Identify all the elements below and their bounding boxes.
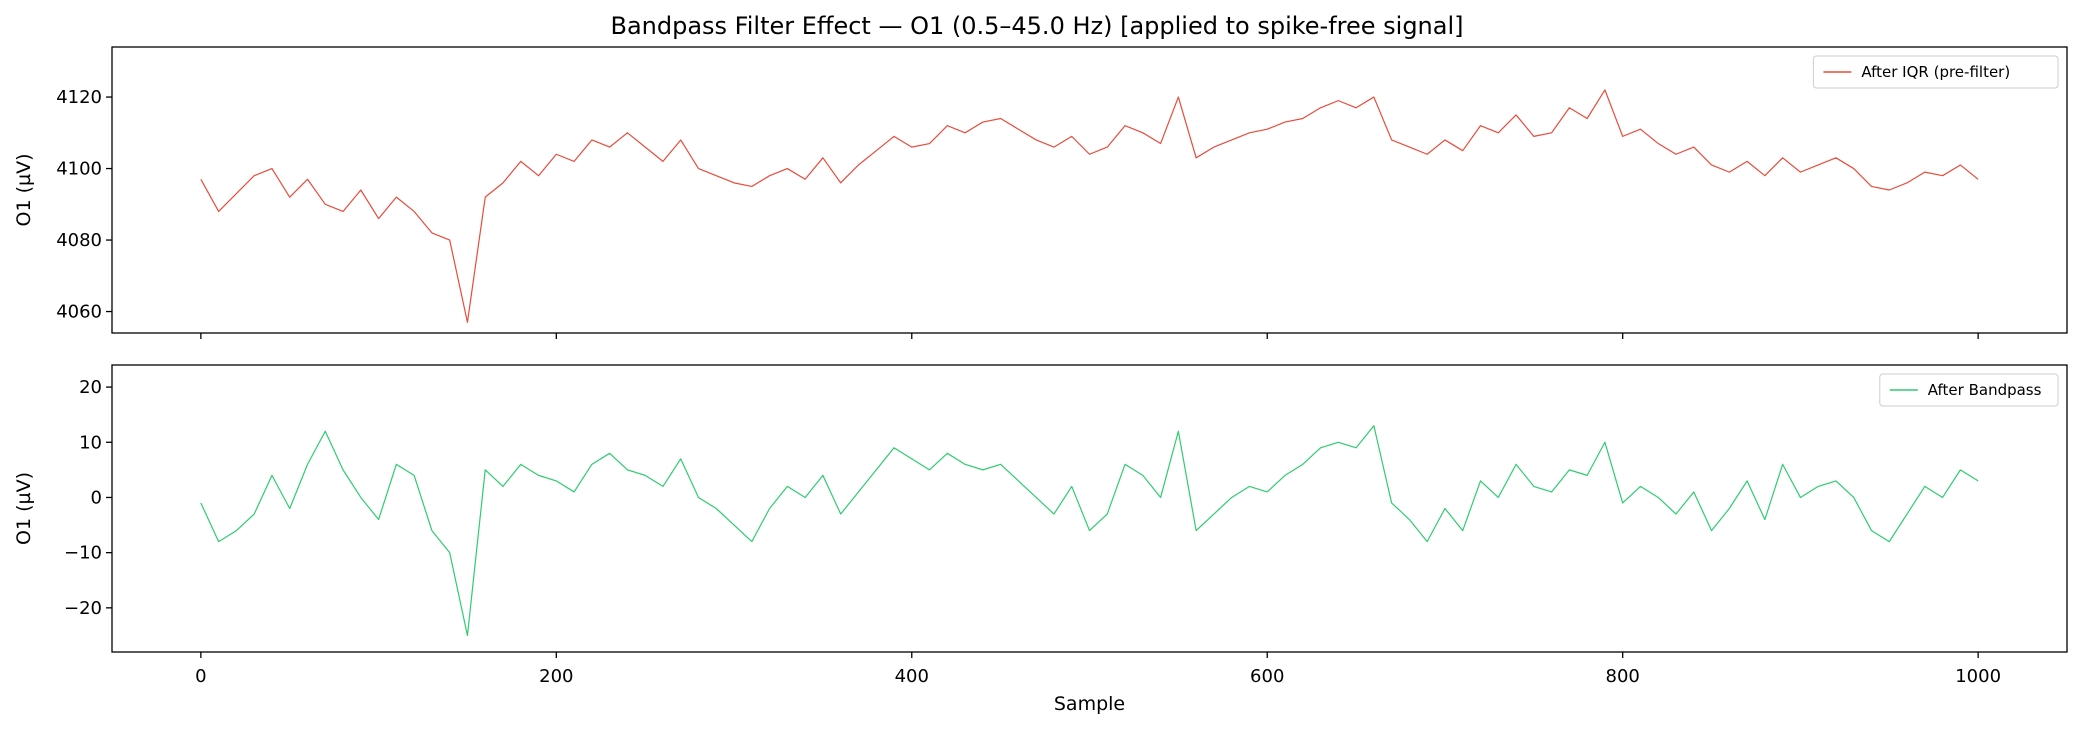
y-tick-label: 10 (79, 432, 102, 453)
legend-label: After IQR (pre-filter) (1861, 63, 2010, 81)
x-tick-label: 1000 (1955, 666, 2001, 687)
x-tick-label: 800 (1606, 666, 1640, 687)
x-axis-label: Sample (1054, 693, 1125, 715)
y-axis-label: O1 (µV) (13, 154, 35, 227)
y-tick-label: 4060 (56, 302, 102, 323)
axes-frame (111, 46, 2068, 334)
y-tick-label: 4080 (56, 230, 102, 251)
y-tick-label: −20 (64, 598, 102, 619)
y-tick-label: 4120 (56, 87, 102, 108)
y-tick-label: 4100 (56, 159, 102, 180)
series-line-0 (200, 425, 1979, 637)
x-tick-label: 0 (195, 666, 206, 687)
legend-box (1879, 373, 2059, 407)
legend: After Bandpass (1879, 373, 2059, 407)
y-axis-label: O1 (µV) (13, 472, 35, 545)
bottom-panel-bandpass: 0 200 400 600 800 1000 −20 −10 0 10 20 O1 (µV) Sampl… (13, 364, 2068, 715)
series-line-0 (200, 89, 1979, 323)
x-tick-label: 600 (1250, 666, 1284, 687)
chart-title: Bandpass Filter Effect — O1 (0.5–45.0 Hz… (610, 12, 1463, 40)
y-tick-label: 0 (91, 487, 102, 508)
x-tick-label: 400 (895, 666, 929, 687)
x-tick-label: 200 (539, 666, 573, 687)
legend-box (1812, 55, 2059, 89)
top-panel-iqr: 4060 4080 4100 4120 O1 (µV) After IQR (pre-fi… (13, 46, 2068, 339)
axes-frame (111, 364, 2068, 653)
legend: After IQR (pre-filter) (1812, 55, 2059, 89)
legend-label: After Bandpass (1928, 381, 2042, 399)
y-tick-label: −10 (64, 543, 102, 564)
y-tick-label: 20 (79, 377, 102, 398)
